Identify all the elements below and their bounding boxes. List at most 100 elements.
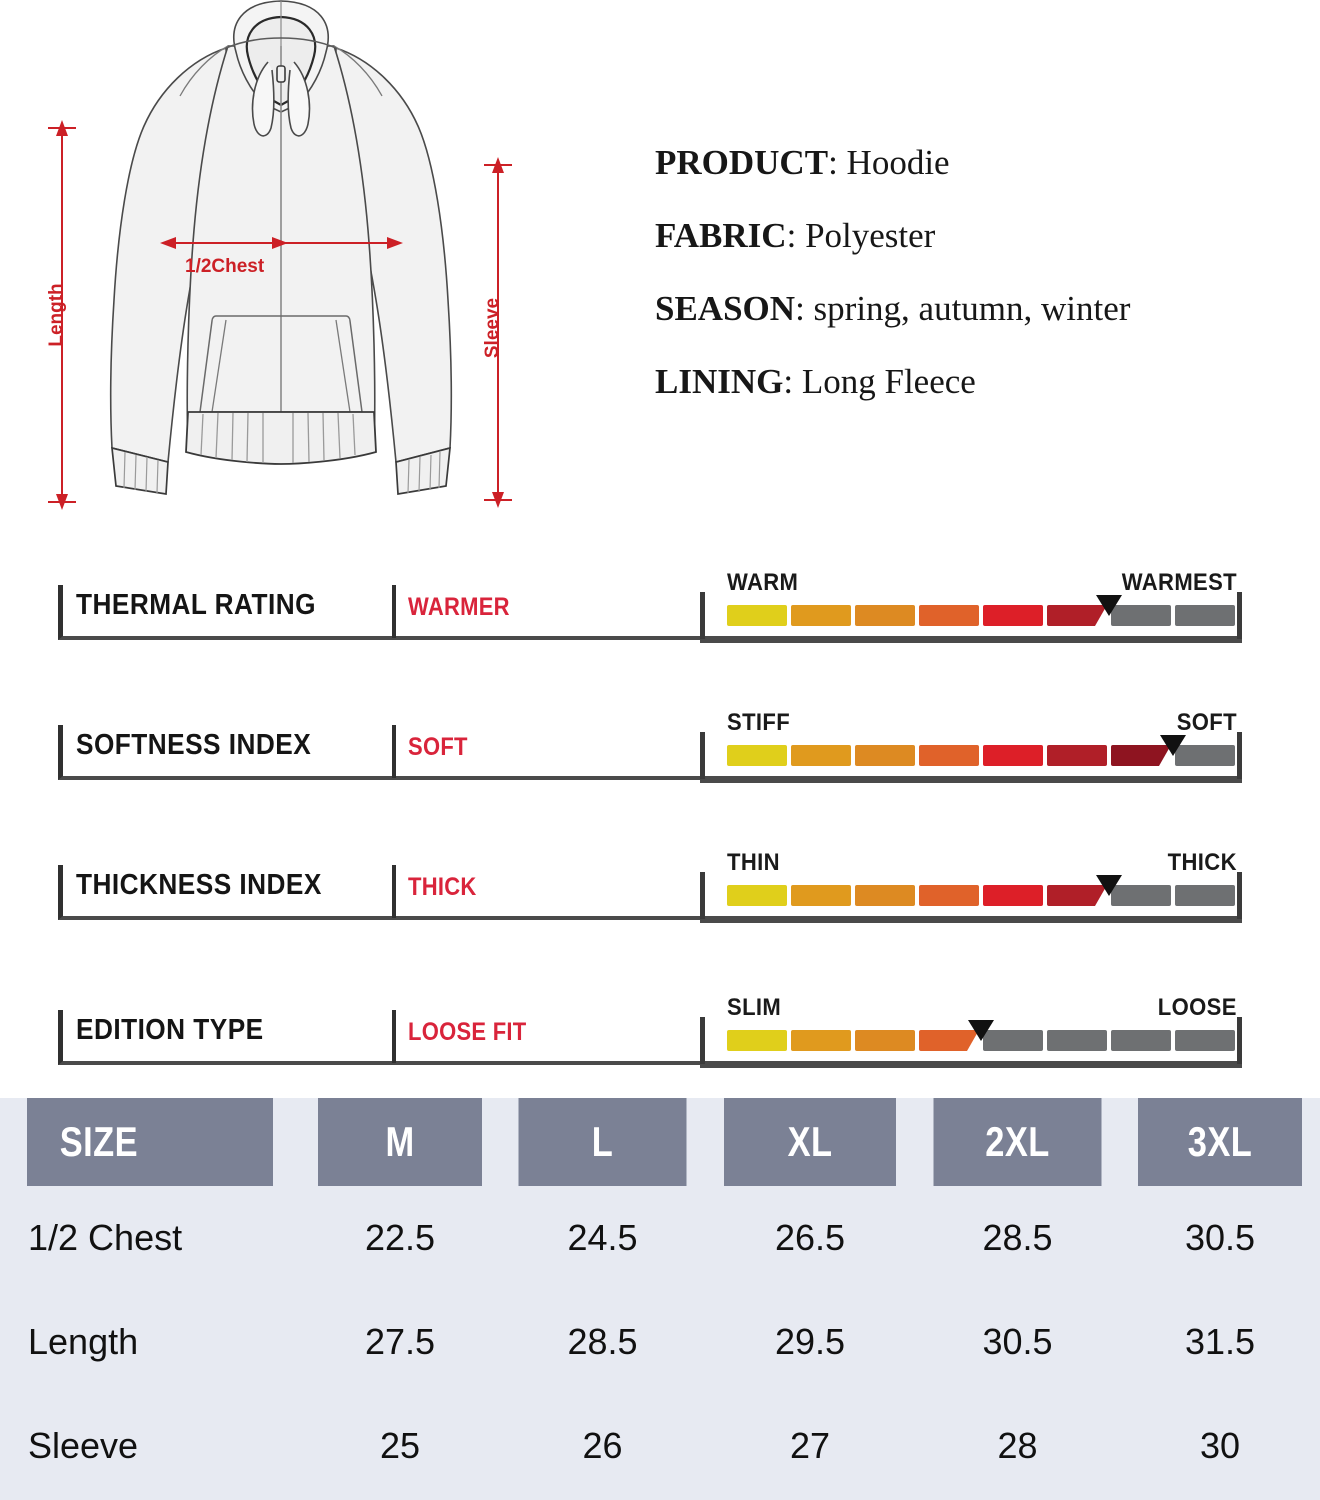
hoodie-illustration: Length 1/2Chest Sleeve — [40, 0, 520, 530]
gauge-segment — [1111, 605, 1171, 626]
gauge-min-caption: WARM — [727, 569, 799, 596]
header-cell-3xl: 3XL — [1138, 1098, 1302, 1186]
gauge-track — [727, 875, 1235, 909]
rating-divider — [392, 865, 396, 918]
gauge-marker-icon — [968, 1020, 994, 1041]
gauge-baseline — [700, 919, 1242, 923]
header-cell-l: L — [518, 1098, 687, 1186]
table-row: Length 27.5 28.5 29.5 30.5 31.5 — [0, 1290, 1320, 1394]
gauge-segment — [1175, 605, 1235, 626]
gauge-segment — [791, 885, 851, 906]
gauge-track — [727, 1020, 1235, 1054]
gauge-segment — [791, 605, 851, 626]
gauge-segment — [983, 605, 1043, 626]
gauge-segment — [855, 605, 915, 626]
cell-chest-m: 22.5 — [300, 1186, 500, 1290]
gauge-left-tick — [700, 592, 705, 640]
cell-chest-3xl: 30.5 — [1120, 1186, 1320, 1290]
gauge-segment — [983, 1030, 1043, 1051]
gauge-max-caption: SOFT — [1176, 709, 1237, 736]
gauge-segment — [1047, 605, 1107, 626]
gauge-right-tick — [1237, 732, 1242, 780]
rating-label: THERMAL RATING — [76, 589, 316, 621]
gauge-marker-icon — [1096, 875, 1122, 896]
sleeve-measure-label: Sleeve — [482, 298, 503, 358]
gauge-marker-icon — [1096, 595, 1122, 616]
rating-bracket — [58, 585, 1241, 640]
gauge-max-caption: WARMEST — [1121, 569, 1237, 596]
gauge-left-tick — [700, 1017, 705, 1065]
gauge-segment — [1111, 1030, 1171, 1051]
rating-bracket — [58, 725, 1241, 780]
header-cell-2xl: 2XL — [933, 1098, 1102, 1186]
cell-length-3xl: 31.5 — [1120, 1290, 1320, 1394]
cell-chest-l: 24.5 — [500, 1186, 705, 1290]
gauge-segment — [1111, 745, 1171, 766]
cell-sleeve-2xl: 28 — [915, 1394, 1120, 1498]
rating-row-softness: SOFTNESS INDEX SOFT STIFF SOFT — [0, 697, 1320, 797]
gauge-segment — [1047, 745, 1107, 766]
gauge-segment — [1175, 745, 1235, 766]
gauge-segment — [855, 885, 915, 906]
rating-row-thermal: THERMAL RATING WARMER WARM WARMEST — [0, 557, 1320, 657]
header-cell-m: M — [318, 1098, 482, 1186]
rating-row-edition: EDITION TYPE LOOSE FIT SLIM LOOSE — [0, 982, 1320, 1082]
gauge-min-caption: THIN — [727, 849, 780, 876]
gauge-min-caption: STIFF — [727, 709, 791, 736]
gauge-right-tick — [1237, 1017, 1242, 1065]
rating-bracket — [58, 1010, 1241, 1065]
gauge-baseline — [700, 639, 1242, 643]
rating-gauge: WARM WARMEST — [700, 569, 1245, 649]
gauge-segment — [1175, 885, 1235, 906]
header-cell-size: SIZE — [27, 1098, 273, 1186]
gauge-segment — [1047, 1030, 1107, 1051]
table-header-row: SIZE M L XL 2XL 3XL — [0, 1098, 1320, 1186]
rating-value: SOFT — [408, 733, 468, 761]
gauge-segment — [855, 1030, 915, 1051]
spec-row-season: SEASON: spring, autumn, winter — [655, 289, 1131, 328]
length-measure-label: Length — [46, 283, 67, 346]
gauge-right-tick — [1237, 592, 1242, 640]
rating-value: LOOSE FIT — [408, 1018, 527, 1046]
cell-length-2xl: 30.5 — [915, 1290, 1120, 1394]
gauge-segment — [727, 1030, 787, 1051]
rating-label: THICKNESS INDEX — [76, 869, 322, 901]
gauge-segment — [855, 745, 915, 766]
spec-row-lining: LINING: Long Fleece — [655, 362, 976, 401]
gauge-right-tick — [1237, 872, 1242, 920]
spec-value: Hoodie — [846, 143, 950, 182]
rating-row-thickness: THICKNESS INDEX THICK THIN THICK — [0, 837, 1320, 937]
spec-key: LINING — [655, 362, 784, 401]
rating-divider — [392, 585, 396, 638]
gauge-segment — [983, 745, 1043, 766]
gauge-segment — [919, 745, 979, 766]
gauge-max-caption: LOOSE — [1158, 994, 1237, 1021]
cell-length-l: 28.5 — [500, 1290, 705, 1394]
gauge-min-caption: SLIM — [727, 994, 782, 1021]
spec-row-product: PRODUCT: Hoodie — [655, 143, 950, 182]
cell-length-m: 27.5 — [300, 1290, 500, 1394]
rating-label: SOFTNESS INDEX — [76, 729, 312, 761]
rating-label: EDITION TYPE — [76, 1014, 264, 1046]
cell-sleeve-m: 25 — [300, 1394, 500, 1498]
rating-bracket — [58, 865, 1241, 920]
spec-value: Polyester — [805, 216, 936, 255]
gauge-segment — [791, 1030, 851, 1051]
rating-scales-section: THERMAL RATING WARMER WARM WARMEST SOFTN… — [0, 545, 1320, 1090]
gauge-baseline — [700, 779, 1242, 783]
spec-key: PRODUCT — [655, 143, 829, 182]
cell-sleeve-3xl: 30 — [1120, 1394, 1320, 1498]
gauge-track — [727, 735, 1235, 769]
spec-value: Long Fleece — [801, 362, 976, 401]
chest-measure-label: 1/2Chest — [185, 256, 265, 277]
spec-row-fabric: FABRIC: Polyester — [655, 216, 936, 255]
gauge-segment — [919, 1030, 979, 1051]
spec-value: spring, autumn, winter — [813, 289, 1131, 328]
cell-length-xl: 29.5 — [705, 1290, 915, 1394]
cell-chest-xl: 26.5 — [705, 1186, 915, 1290]
spec-key: FABRIC — [655, 216, 787, 255]
rating-gauge: SLIM LOOSE — [700, 994, 1245, 1074]
product-spec-list: PRODUCT: Hoodie FABRIC: Polyester SEASON… — [655, 145, 1295, 437]
gauge-left-tick — [700, 872, 705, 920]
gauge-segment — [919, 885, 979, 906]
